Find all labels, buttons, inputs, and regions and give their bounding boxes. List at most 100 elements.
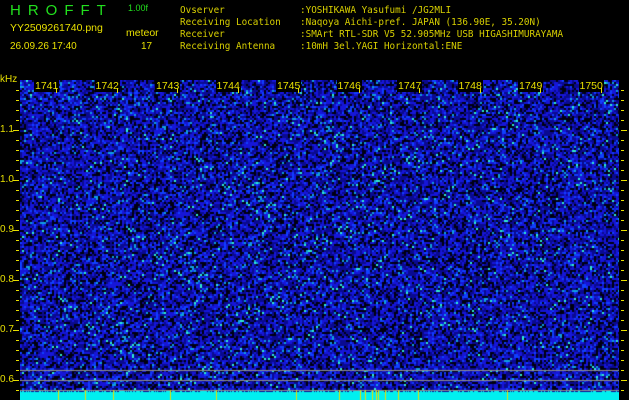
y-tick <box>621 210 624 211</box>
x-tick <box>237 88 239 93</box>
y-tick <box>621 140 624 141</box>
y-tick <box>621 220 624 221</box>
y-tick <box>16 190 19 191</box>
y-tick <box>16 370 19 371</box>
y-tick <box>621 230 627 231</box>
y-tick <box>16 360 19 361</box>
y-tick <box>16 290 19 291</box>
app-title: HROFFT <box>10 2 113 19</box>
filename: YY2509261740.png <box>10 22 103 34</box>
x-tick-label: 1747 <box>397 80 423 92</box>
y-tick <box>16 90 19 91</box>
y-tick <box>621 350 624 351</box>
y-tick <box>621 180 627 181</box>
y-tick <box>16 260 19 261</box>
y-tick <box>621 320 624 321</box>
y-tick <box>621 280 627 281</box>
y-tick <box>16 350 19 351</box>
y-tick <box>16 220 19 221</box>
x-tick-label: 1750 <box>578 80 604 92</box>
x-tick <box>298 88 299 93</box>
y-tick-label: 1.0 <box>0 174 14 185</box>
info-value: :10mH 3el.YAGI Horizontal:ENE <box>300 41 463 52</box>
y-tick <box>13 330 19 331</box>
y-tick <box>621 300 624 301</box>
x-tick-label: 1743 <box>155 80 181 92</box>
info-value: :Naqoya Aichi-pref. JAPAN (136.90E, 35.2… <box>300 17 541 28</box>
y-tick <box>16 110 19 111</box>
y-tick <box>621 260 624 261</box>
info-label: Receiving Antenna <box>180 41 276 52</box>
y-unit: kHz <box>0 74 18 85</box>
y-tick-label: 0.9 <box>0 224 14 235</box>
y-tick <box>621 370 624 371</box>
x-tick-label: 1749 <box>518 80 544 92</box>
y-tick <box>16 250 19 251</box>
y-tick <box>621 200 624 201</box>
y-tick <box>621 130 627 131</box>
y-tick <box>621 290 624 291</box>
y-tick <box>621 390 624 391</box>
x-tick <box>540 88 541 93</box>
meteor-label: meteor <box>126 27 159 39</box>
info-receiver: Receiver :SMArt RTL-SDR V5 52.905MHz USB … <box>180 29 564 40</box>
spectrogram <box>20 80 619 400</box>
y-tick <box>621 150 624 151</box>
y-tick-label: 0.8 <box>0 274 14 285</box>
y-tick <box>13 230 19 231</box>
datetime: 26.09.26 17:40 <box>10 41 77 52</box>
meteor-count: 17 <box>141 41 153 52</box>
y-tick <box>621 190 624 191</box>
x-tick <box>116 88 118 93</box>
info-label: Ovserver <box>180 5 225 16</box>
y-tick <box>621 270 624 271</box>
y-tick <box>16 390 19 391</box>
y-tick <box>621 240 624 241</box>
y-tick <box>13 130 19 131</box>
y-tick <box>621 160 624 161</box>
version: 1.00f <box>128 3 149 13</box>
info-label: Receiving Location <box>180 17 281 28</box>
info-observer: Ovserver :YOSHIKAWA Yasufumi /JG2MLI <box>180 5 452 16</box>
x-tick-label: 1748 <box>457 80 483 92</box>
x-tick-label: 1742 <box>94 80 120 92</box>
y-tick <box>621 340 624 341</box>
y-tick <box>16 140 19 141</box>
x-tick-label: 1744 <box>215 80 241 92</box>
y-tick <box>621 90 624 91</box>
x-tick <box>600 88 602 93</box>
y-tick <box>621 330 627 331</box>
info-location: Receiving Location :Naqoya Aichi-pref. JA… <box>180 17 541 28</box>
y-tick <box>16 160 19 161</box>
y-tick-label: 1.1 <box>0 124 14 135</box>
y-tick <box>621 310 624 311</box>
y-tick <box>13 280 19 281</box>
y-tick <box>621 170 624 171</box>
y-tick <box>16 150 19 151</box>
y-tick <box>13 380 19 381</box>
y-tick <box>16 210 19 211</box>
y-tick <box>16 270 19 271</box>
info-value: :YOSHIKAWA Yasufumi /JG2MLI <box>300 5 452 16</box>
info-value: :SMArt RTL-SDR V5 52.905MHz USB HIGASHIM… <box>300 29 564 40</box>
y-tick <box>621 380 627 381</box>
x-tick <box>358 88 360 93</box>
info-label: Receiver <box>180 29 225 40</box>
y-tick <box>16 120 19 121</box>
x-tick <box>479 88 481 93</box>
y-tick <box>13 180 19 181</box>
y-tick <box>621 250 624 251</box>
y-tick <box>16 100 19 101</box>
y-tick <box>16 340 19 341</box>
y-tick <box>621 360 624 361</box>
y-tick-label: 0.6 <box>0 374 14 385</box>
info-antenna: Receiving Antenna :10mH 3el.YAGI Horizont… <box>180 41 463 52</box>
x-tick-label: 1741 <box>34 80 60 92</box>
y-tick <box>16 320 19 321</box>
y-tick <box>16 310 19 311</box>
y-tick <box>16 200 19 201</box>
x-tick <box>56 88 57 93</box>
y-tick-label: 0.7 <box>0 324 14 335</box>
x-tick-label: 1746 <box>336 80 362 92</box>
y-tick <box>621 100 624 101</box>
